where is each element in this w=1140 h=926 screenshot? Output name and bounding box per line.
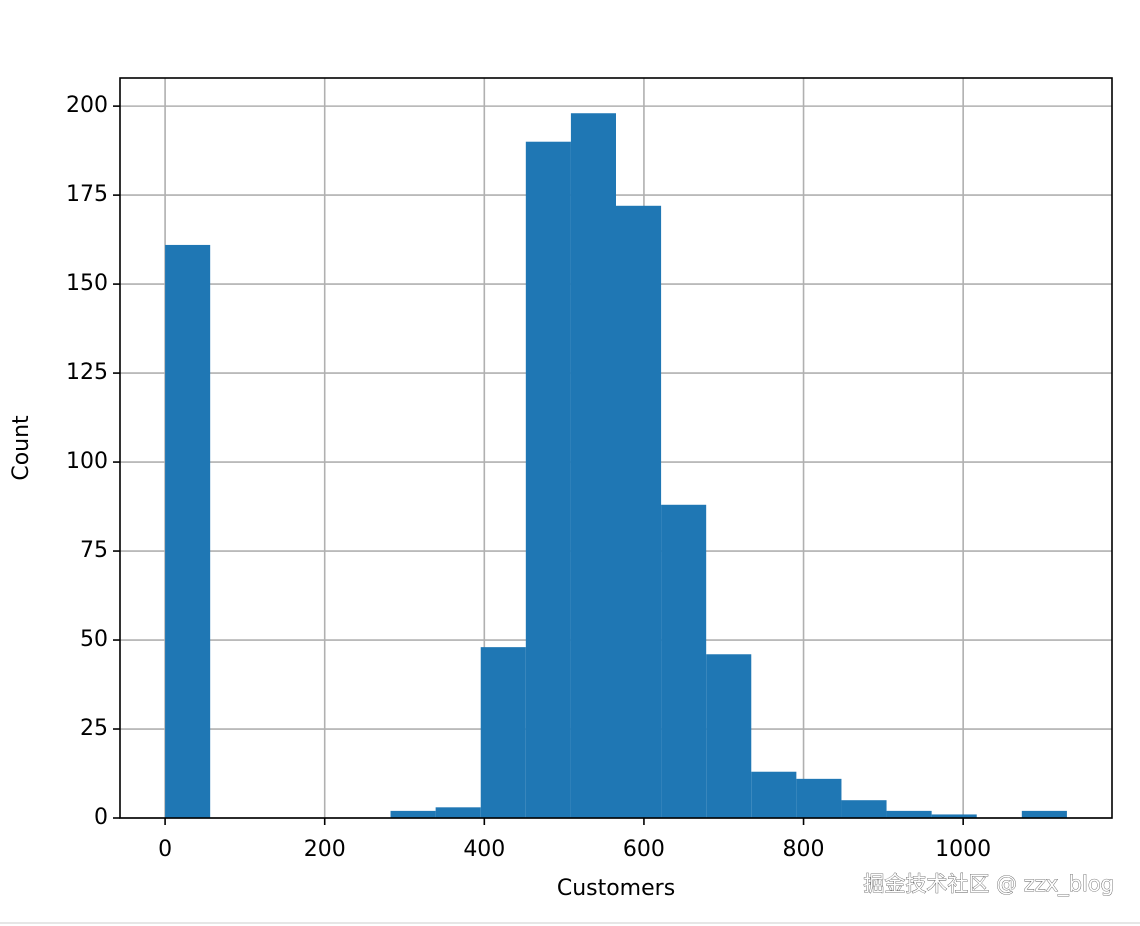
x-tick-label: 400: [463, 837, 505, 862]
y-tick-label: 125: [66, 360, 108, 385]
bar: [570, 113, 616, 818]
y-tick-label: 0: [94, 805, 108, 830]
y-tick-label: 175: [66, 182, 108, 207]
bar: [706, 654, 752, 818]
bar: [165, 244, 211, 818]
y-tick-label: 200: [66, 93, 108, 118]
bar: [1021, 810, 1067, 818]
y-tick-label: 50: [80, 627, 108, 652]
bar: [390, 810, 436, 818]
bar: [841, 800, 887, 818]
y-tick-label: 75: [80, 538, 108, 563]
y-tick-label: 25: [80, 716, 108, 741]
y-tick-label: 150: [66, 271, 108, 296]
bar: [796, 778, 842, 818]
bar: [886, 810, 932, 818]
watermark: 掘金技术社区 @ zzx_blog: [863, 872, 1114, 897]
x-tick-label: 1000: [935, 837, 991, 862]
x-tick-label: 600: [623, 837, 665, 862]
bar: [616, 205, 662, 818]
x-tick-label: 800: [783, 837, 825, 862]
y-axis-label: Count: [9, 415, 34, 481]
bar: [525, 141, 571, 818]
y-tick-label: 100: [66, 449, 108, 474]
bar: [751, 771, 797, 818]
x-tick-label: 200: [304, 837, 346, 862]
bar: [931, 814, 977, 818]
plot-frame: [119, 77, 1113, 819]
bar: [435, 807, 481, 818]
bar: [661, 504, 707, 818]
x-axis-label: Customers: [557, 876, 675, 901]
bar-layer: [165, 113, 1067, 818]
x-tick-label: 0: [158, 837, 172, 862]
bar: [480, 647, 526, 818]
